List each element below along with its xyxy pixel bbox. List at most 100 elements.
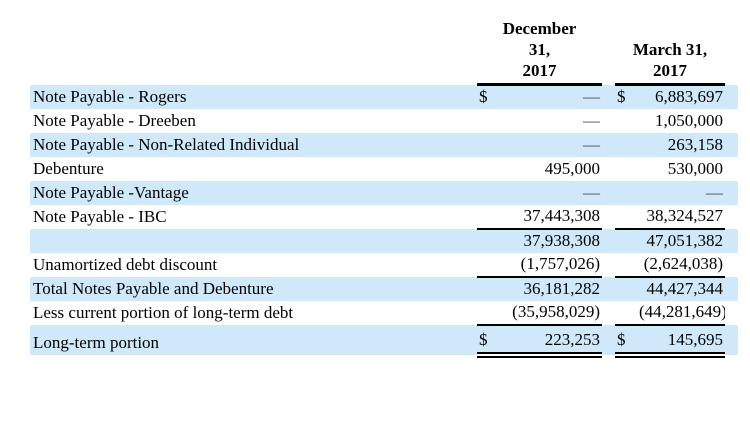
mar-currency-symbol [615, 228, 639, 253]
dec-currency-symbol [477, 252, 501, 278]
header-line: 2017 [522, 61, 557, 80]
mar-value: 1,050,000 [655, 110, 724, 130]
row-label: Note Payable - Dreeben [33, 110, 196, 130]
column-gap [602, 109, 615, 133]
dec-value: 495,000 [544, 158, 600, 178]
header-line: 2017 [653, 61, 687, 80]
row-right-pad [725, 180, 739, 205]
dec-value: — [501, 180, 602, 205]
dec-currency-symbol: $ [477, 324, 501, 358]
row-label [30, 228, 477, 253]
row-right-pad [725, 157, 738, 181]
column-gap [602, 132, 615, 157]
header-line: December [502, 19, 577, 38]
dec-value: — [583, 110, 600, 130]
mar-value: 530,000 [667, 158, 724, 178]
row-right-pad [725, 205, 738, 229]
row-label: Note Payable -Vantage [30, 180, 477, 205]
mar-currency-symbol [615, 157, 639, 181]
column-gap [602, 324, 615, 355]
table-row: Note Payable - Non-Related Individual — … [30, 132, 739, 157]
mar-currency-symbol: $ [615, 324, 639, 358]
mar-value: 44,427,344 [639, 276, 726, 301]
mar-currency-symbol [615, 252, 639, 278]
table-row: Note Payable - IBC 37,443,308 38,324,527 [30, 204, 738, 230]
table-row: Debenture 495,000 530,000 [30, 157, 738, 181]
mar-value: (44,281,649) [639, 300, 726, 326]
dec-value: — [501, 132, 602, 157]
mar-value: 47,051,382 [639, 228, 726, 253]
row-right-pad [725, 109, 738, 133]
mar-currency-symbol [615, 300, 639, 326]
mar-currency-symbol [615, 132, 639, 157]
header-line: 31, [528, 40, 551, 59]
row-label: Less current portion of long-term debt [33, 302, 294, 322]
dec-currency-symbol [477, 180, 501, 205]
table-row: Note Payable - Rogers $ — $ 6,883,697 [30, 84, 739, 109]
dec-currency-symbol [477, 300, 501, 326]
row-label: Unamortized debt discount [33, 254, 218, 274]
dec-value: 36,181,282 [501, 276, 602, 301]
mar-value: — [639, 180, 726, 205]
dec-currency-symbol: $ [477, 84, 501, 109]
table-row: Total Notes Payable and Debenture 36,181… [30, 276, 739, 301]
column-gap [602, 180, 615, 205]
column-gap [602, 301, 615, 325]
column-gap [602, 253, 615, 277]
table-row: 37,938,308 47,051,382 [30, 228, 739, 253]
header-spacer [30, 18, 477, 85]
mar-currency-symbol: $ [615, 84, 639, 109]
header-line: March 31, [632, 40, 708, 59]
dec-currency-symbol [477, 204, 501, 230]
column-gap [602, 228, 615, 253]
row-label: Long-term portion [30, 324, 477, 355]
row-right-pad [725, 132, 739, 157]
row-right-pad [725, 228, 739, 253]
table-row: Long-term portion $ 223,253 $ 145,695 [30, 324, 739, 358]
row-label: Total Notes Payable and Debenture [30, 276, 477, 301]
column-gap [602, 276, 615, 301]
dec-value: (1,757,026) [501, 252, 602, 278]
column-gap [602, 18, 615, 85]
december-column-header: December 31, 2017 [477, 18, 602, 86]
mar-value: 145,695 [639, 324, 726, 358]
dec-currency-symbol [477, 276, 501, 301]
row-label: Note Payable - IBC [33, 206, 167, 226]
dec-value: 37,938,308 [501, 228, 602, 253]
dec-value: 223,253 [501, 324, 602, 358]
dec-currency-symbol [477, 109, 501, 133]
table-body: Note Payable - Rogers $ — $ 6,883,697 No… [30, 84, 739, 358]
row-right-pad [725, 253, 738, 277]
column-gap [602, 157, 615, 181]
mar-currency-symbol [615, 276, 639, 301]
table-row: Note Payable -Vantage — — [30, 180, 739, 205]
dec-value: — [501, 84, 602, 109]
header-row: December 31, 2017 March 31, 2017 [30, 18, 738, 86]
mar-value: 263,158 [639, 132, 726, 157]
dec-currency-symbol [477, 157, 501, 181]
march-column-header: March 31, 2017 [615, 18, 726, 86]
table-row: Less current portion of long-term debt (… [30, 300, 738, 326]
dec-value: (35,958,029) [501, 300, 602, 326]
row-right-pad [725, 324, 739, 355]
dec-value: 37,443,308 [501, 204, 602, 230]
mar-currency-symbol [615, 204, 639, 230]
table-row: Unamortized debt discount (1,757,026) (2… [30, 252, 738, 278]
row-right-pad [725, 276, 739, 301]
column-gap [602, 205, 615, 229]
notes-payable-table: December 31, 2017 March 31, 2017 Note Pa… [30, 18, 739, 358]
column-gap [602, 84, 615, 109]
mar-currency-symbol [615, 180, 639, 205]
mar-currency-symbol [615, 109, 639, 133]
row-right-pad [725, 301, 738, 325]
mar-value: (2,624,038) [639, 252, 726, 278]
row-label: Note Payable - Rogers [30, 84, 477, 109]
dec-currency-symbol [477, 132, 501, 157]
row-right-pad [725, 84, 739, 109]
mar-value: 38,324,527 [639, 204, 726, 230]
row-right-pad [725, 18, 738, 85]
row-label: Note Payable - Non-Related Individual [30, 132, 477, 157]
mar-value: 6,883,697 [639, 84, 726, 109]
row-label: Debenture [33, 158, 104, 178]
